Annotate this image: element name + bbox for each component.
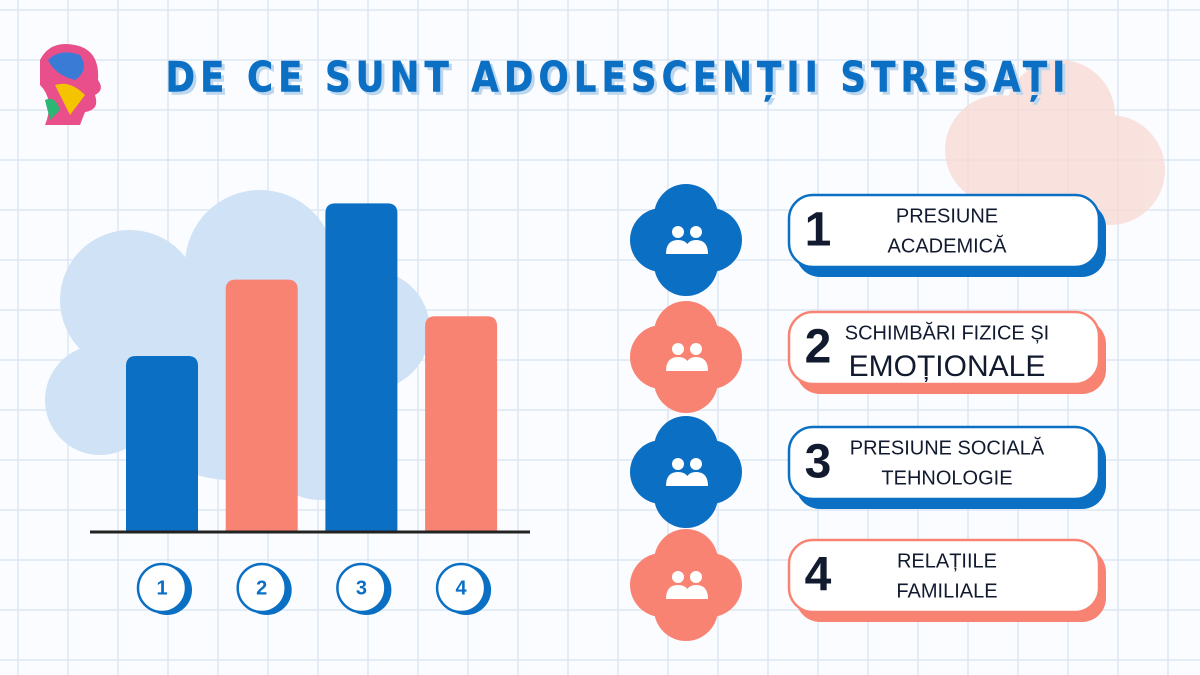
icon-body xyxy=(685,472,708,486)
icon-head xyxy=(672,458,684,470)
item-number: 4 xyxy=(805,549,832,602)
item-text: FAMILIALE xyxy=(896,580,997,602)
bar xyxy=(425,316,498,532)
icon-head xyxy=(672,226,684,238)
blob-core xyxy=(648,319,724,395)
bar-chart: 1 2 3 4 xyxy=(90,203,530,615)
icon xyxy=(666,458,708,486)
item-text: PRESIUNE xyxy=(896,205,998,227)
icon xyxy=(666,343,708,371)
x-tick-label: 3 xyxy=(356,577,367,599)
x-tick-label: 4 xyxy=(456,577,468,599)
icon-body xyxy=(666,472,690,486)
icon-head xyxy=(690,226,702,238)
item-number: 1 xyxy=(805,204,832,257)
icon xyxy=(666,226,708,254)
category-badge xyxy=(435,562,487,614)
item-text: RELAȚIILE xyxy=(897,550,997,572)
icon-body xyxy=(685,357,708,371)
item-text: TEHNOLOGIE xyxy=(881,467,1012,489)
category-badge xyxy=(236,562,287,614)
card xyxy=(787,193,1101,269)
item-text: PRESIUNE SOCIALĂ xyxy=(850,436,1045,459)
bar xyxy=(126,356,198,532)
icon-head xyxy=(672,571,684,583)
item-number: 3 xyxy=(805,436,832,489)
category-badge xyxy=(136,562,188,614)
icon-body xyxy=(666,585,690,599)
item-text: SCHIMBĂRI FIZICE ȘI xyxy=(845,321,1049,344)
icon-body xyxy=(685,585,708,599)
x-tick-label: 2 xyxy=(256,577,267,599)
icon-head xyxy=(690,571,702,583)
category-badge xyxy=(336,562,387,614)
icon-head xyxy=(690,458,702,470)
icon-head xyxy=(672,343,684,355)
icon-body xyxy=(685,240,708,254)
icon-body xyxy=(666,240,690,254)
item-text: EMOȚIONALE xyxy=(849,350,1046,383)
blob-core xyxy=(648,202,724,278)
item-text: ACADEMICĂ xyxy=(888,234,1008,257)
item-number: 2 xyxy=(805,321,832,374)
icon xyxy=(666,571,708,599)
bar xyxy=(325,203,398,532)
bar xyxy=(225,279,298,532)
page-title: DE CE SUNT ADOLESCENȚII STRESAȚI xyxy=(166,53,1071,103)
x-tick-label: 1 xyxy=(156,577,167,599)
card xyxy=(787,310,1101,386)
blob-core xyxy=(648,434,724,510)
reasons-list: 1 PRESIUNE ACADEMICĂ 2 SCHIMBĂRI FIZICE ȘI EM… xyxy=(630,184,1106,641)
card xyxy=(787,425,1101,501)
card xyxy=(787,538,1101,614)
icon-head xyxy=(690,343,702,355)
blob-core xyxy=(648,547,724,623)
logo xyxy=(40,44,101,125)
icon-body xyxy=(666,357,690,371)
